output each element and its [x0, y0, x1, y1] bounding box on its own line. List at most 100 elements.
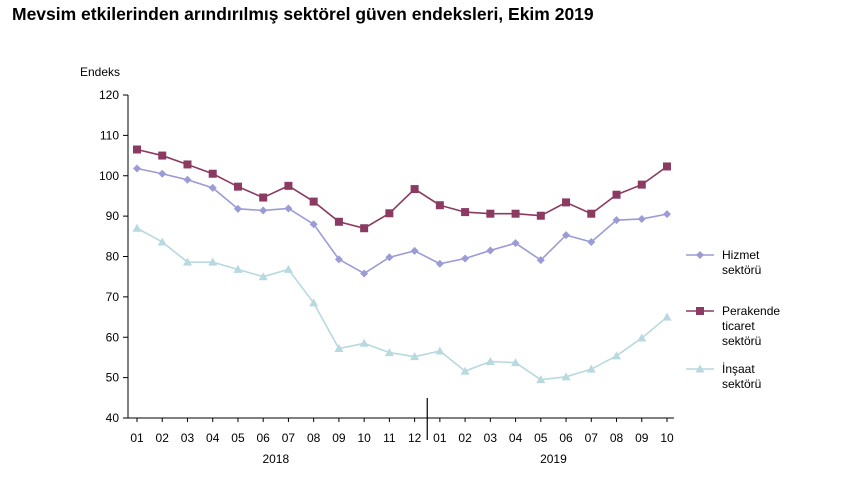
series-markers	[132, 145, 672, 384]
data-point	[586, 364, 596, 373]
data-point	[511, 209, 520, 218]
data-point	[612, 190, 621, 199]
y-tick-label: 70	[106, 290, 120, 304]
legend-label: sektörü	[722, 263, 761, 277]
x-tick-label: 11	[383, 431, 396, 445]
legend-label: sektörü	[722, 334, 761, 348]
x-tick-label: 04	[206, 431, 220, 445]
data-point	[208, 169, 217, 178]
data-point	[309, 298, 319, 307]
data-point	[461, 254, 470, 263]
data-point	[460, 366, 470, 375]
data-point	[384, 348, 394, 357]
year-label: 2019	[540, 452, 567, 466]
legend-label: Perakende	[722, 304, 780, 318]
x-tick-label: 08	[610, 431, 624, 445]
data-point	[663, 210, 671, 219]
data-point	[486, 246, 495, 255]
data-point	[410, 246, 419, 255]
data-point	[158, 169, 167, 178]
data-point	[485, 356, 495, 365]
legend-label: Hizmet	[722, 248, 760, 262]
legend-label: İnşaat	[722, 362, 755, 376]
series-line	[136, 167, 668, 275]
data-point	[182, 257, 192, 266]
y-tick-label: 100	[99, 169, 119, 183]
y-tick-label: 110	[100, 128, 119, 142]
x-tick-label: 04	[509, 431, 523, 445]
x-tick-label: 07	[585, 431, 599, 445]
data-point	[612, 351, 622, 360]
data-point	[233, 264, 243, 273]
data-point	[536, 375, 546, 384]
data-point	[360, 224, 369, 233]
data-point	[385, 209, 394, 218]
legend-label: ticaret	[722, 319, 755, 333]
data-point	[696, 307, 704, 315]
data-point	[435, 201, 444, 210]
x-tick-label: 10	[357, 431, 371, 445]
x-tick-label: 07	[282, 431, 296, 445]
data-point	[612, 216, 621, 225]
data-point	[284, 204, 293, 213]
data-point	[132, 223, 142, 232]
data-point	[637, 333, 647, 342]
series-line	[136, 227, 668, 381]
data-point	[259, 206, 268, 215]
y-tick-label: 40	[106, 411, 120, 425]
data-point	[208, 257, 218, 266]
y-tick-label: 80	[106, 250, 120, 264]
x-tick-label: 08	[307, 431, 321, 445]
data-point	[695, 364, 705, 373]
x-tick-label: 01	[433, 431, 447, 445]
data-point	[233, 182, 242, 191]
data-point	[662, 312, 672, 321]
data-point	[562, 231, 571, 240]
data-point	[435, 259, 444, 268]
data-point	[536, 256, 545, 265]
data-point	[486, 209, 495, 218]
data-point	[283, 264, 293, 273]
data-point	[233, 204, 242, 213]
legend-label: sektörü	[722, 377, 761, 391]
data-point	[133, 164, 141, 173]
y-tick-label: 50	[106, 371, 120, 385]
data-point	[158, 151, 167, 160]
y-tick-label: 120	[99, 88, 119, 102]
data-point	[309, 197, 318, 206]
data-point	[334, 217, 343, 226]
data-point	[334, 344, 344, 353]
data-point	[334, 255, 343, 264]
data-point	[536, 211, 545, 220]
data-point	[663, 162, 671, 171]
data-point	[157, 237, 167, 246]
x-tick-label: 06	[559, 431, 573, 445]
data-point	[511, 358, 521, 367]
data-point	[183, 160, 192, 169]
y-tick-label: 90	[106, 209, 120, 223]
x-tick-label: 05	[534, 431, 548, 445]
data-point	[637, 214, 646, 223]
x-tick-label: 09	[332, 431, 346, 445]
x-tick-label: 03	[484, 431, 498, 445]
data-point	[133, 145, 141, 154]
x-tick-label: 02	[458, 431, 472, 445]
data-point	[461, 208, 470, 217]
x-tick-label: 03	[181, 431, 195, 445]
data-point	[511, 239, 520, 248]
data-point	[410, 352, 420, 361]
data-point	[385, 253, 394, 262]
x-tick-label: 02	[156, 431, 170, 445]
data-point	[562, 198, 571, 207]
data-point	[435, 346, 445, 355]
data-point	[183, 175, 192, 184]
data-point	[696, 251, 704, 259]
legend: HizmetsektörüPerakendeticaretsektörüİnşa…	[686, 248, 780, 391]
x-tick-label: 01	[130, 431, 144, 445]
data-point	[561, 372, 571, 381]
chart-title: Mevsim etkilerinden arındırılmış sektöre…	[12, 4, 594, 24]
data-point	[309, 220, 318, 229]
data-point	[637, 180, 646, 189]
data-point	[587, 209, 596, 218]
